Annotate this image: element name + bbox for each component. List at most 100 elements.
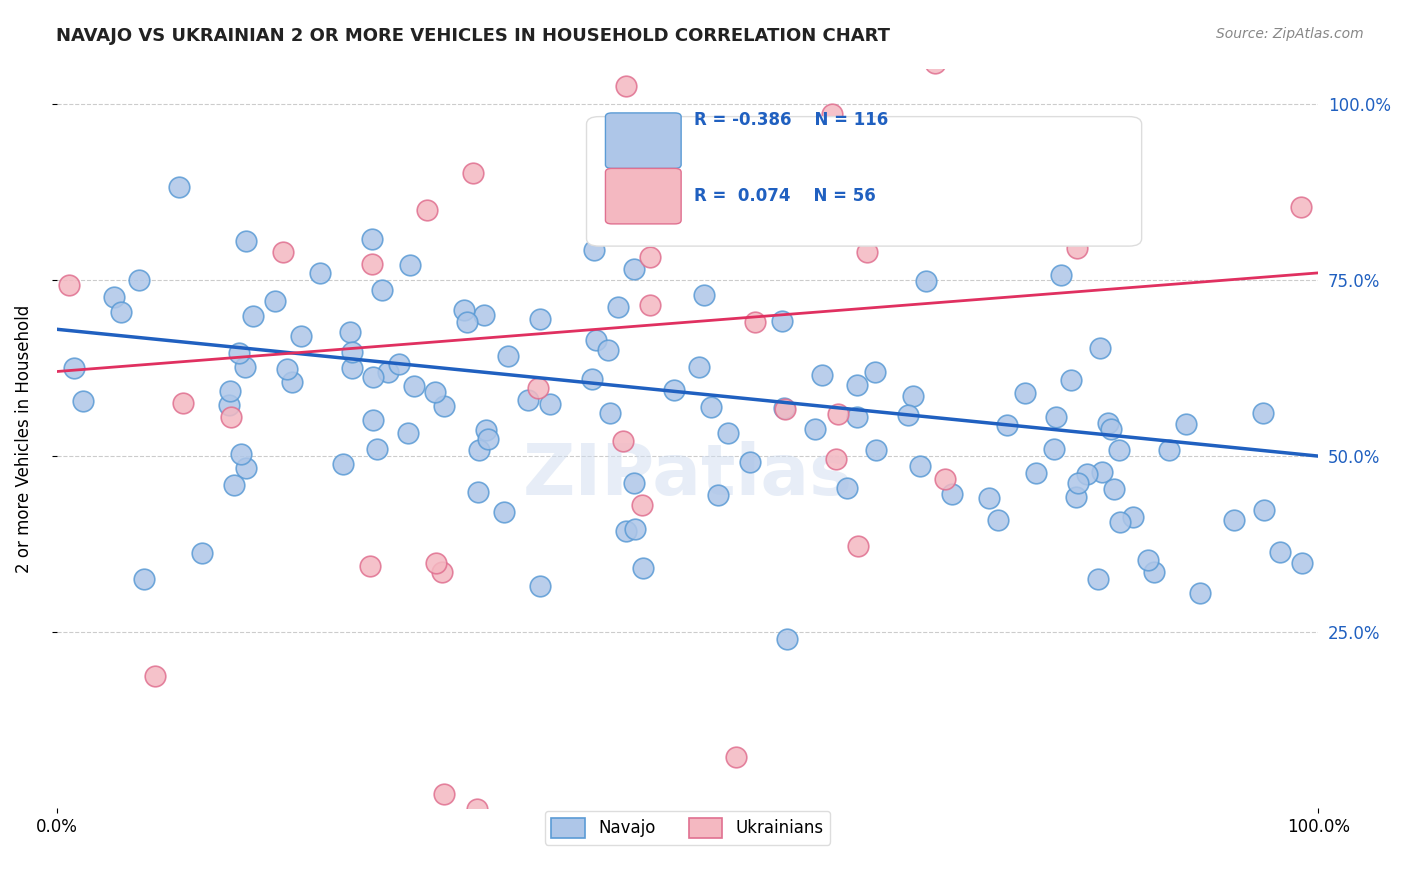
- Legend: Navajo, Ukrainians: Navajo, Ukrainians: [544, 811, 830, 845]
- Point: [242, 309, 264, 323]
- FancyBboxPatch shape: [606, 169, 681, 224]
- Point: [897, 408, 920, 422]
- Point: [915, 274, 938, 288]
- Point: [1159, 443, 1181, 458]
- Point: [1073, 178, 1095, 193]
- Point: [707, 487, 730, 501]
- Point: [1289, 200, 1312, 214]
- Point: [810, 368, 832, 382]
- Point: [1060, 373, 1083, 387]
- Point: [1071, 178, 1094, 193]
- Point: [865, 365, 887, 379]
- Point: [425, 556, 447, 570]
- Point: [290, 328, 312, 343]
- Point: [1045, 410, 1067, 425]
- Point: [110, 305, 132, 319]
- Point: [821, 107, 844, 121]
- Point: [433, 787, 456, 801]
- Point: [103, 290, 125, 304]
- Point: [529, 579, 551, 593]
- Point: [377, 15, 399, 29]
- Point: [664, 383, 686, 397]
- Point: [640, 298, 662, 312]
- Point: [848, 539, 870, 553]
- Point: [219, 409, 242, 424]
- Point: [1270, 545, 1292, 559]
- Point: [1076, 467, 1098, 481]
- Point: [977, 491, 1000, 505]
- Point: [1087, 572, 1109, 586]
- Point: [233, 861, 256, 875]
- Point: [172, 396, 194, 410]
- Point: [934, 472, 956, 486]
- Point: [1064, 491, 1087, 505]
- Point: [1175, 417, 1198, 431]
- Point: [583, 243, 606, 257]
- Point: [1099, 422, 1122, 436]
- Point: [623, 522, 645, 536]
- Point: [191, 546, 214, 560]
- Point: [623, 262, 645, 277]
- Point: [366, 442, 388, 456]
- Point: [1102, 483, 1125, 497]
- Point: [63, 361, 86, 376]
- Point: [1143, 565, 1166, 579]
- Text: ZIPatlas: ZIPatlas: [523, 441, 852, 510]
- Point: [467, 485, 489, 500]
- Point: [776, 632, 799, 647]
- Point: [276, 362, 298, 376]
- Point: [699, 401, 721, 415]
- Point: [908, 458, 931, 473]
- Point: [492, 505, 515, 519]
- Point: [58, 277, 80, 292]
- Point: [222, 478, 245, 492]
- Point: [724, 750, 747, 764]
- Point: [903, 389, 925, 403]
- Point: [803, 422, 825, 436]
- Point: [527, 381, 550, 395]
- Point: [1291, 556, 1313, 570]
- Point: [1043, 442, 1066, 456]
- FancyBboxPatch shape: [606, 113, 681, 169]
- Point: [219, 384, 242, 399]
- Point: [638, 250, 661, 264]
- Point: [402, 379, 425, 393]
- Point: [855, 245, 877, 260]
- Point: [529, 312, 551, 326]
- Point: [927, 121, 949, 136]
- Point: [264, 293, 287, 308]
- Point: [1049, 268, 1071, 282]
- Point: [770, 314, 793, 328]
- Point: [308, 266, 330, 280]
- Point: [423, 384, 446, 399]
- Point: [538, 396, 561, 410]
- Point: [1025, 467, 1047, 481]
- Point: [342, 345, 364, 359]
- Text: NAVAJO VS UKRAINIAN 2 OR MORE VEHICLES IN HOUSEHOLD CORRELATION CHART: NAVAJO VS UKRAINIAN 2 OR MORE VEHICLES I…: [56, 27, 890, 45]
- Point: [453, 303, 475, 318]
- Point: [235, 461, 257, 475]
- Point: [598, 343, 620, 357]
- Point: [143, 668, 166, 682]
- Point: [835, 481, 858, 495]
- Point: [430, 566, 453, 580]
- Point: [361, 413, 384, 427]
- Point: [398, 258, 420, 272]
- Point: [72, 393, 94, 408]
- FancyBboxPatch shape: [586, 117, 1142, 246]
- Point: [359, 558, 381, 573]
- Point: [1067, 476, 1090, 491]
- Point: [1251, 406, 1274, 420]
- Point: [1091, 465, 1114, 479]
- Point: [360, 232, 382, 246]
- Point: [585, 333, 607, 347]
- Point: [467, 443, 489, 458]
- Point: [271, 245, 294, 260]
- Point: [167, 179, 190, 194]
- Point: [630, 498, 652, 512]
- Point: [1090, 341, 1112, 355]
- Point: [187, 38, 209, 53]
- Point: [456, 315, 478, 329]
- Point: [606, 300, 628, 314]
- Point: [176, 1, 198, 15]
